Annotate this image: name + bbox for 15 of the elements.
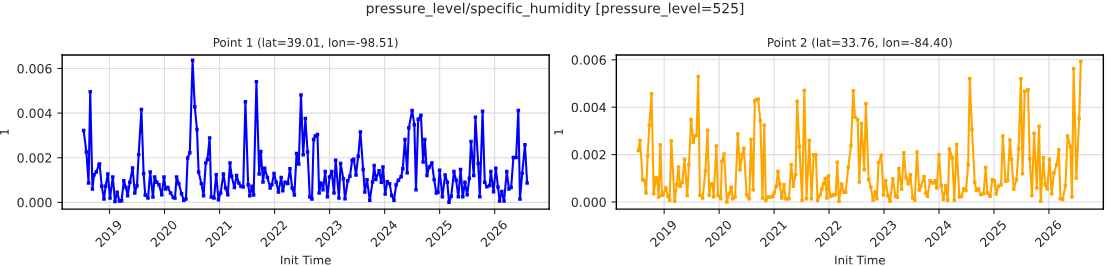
chart-title: Point 2 (lat=33.76, lon=-84.40) bbox=[768, 37, 952, 49]
x-axis-title: Init Time bbox=[281, 255, 331, 265]
y-tick-label: 0.004 bbox=[17, 108, 52, 119]
y-axis-title: 1 bbox=[0, 129, 9, 135]
y-tick-label: 0.002 bbox=[17, 153, 52, 163]
y-tick-label: 0.004 bbox=[571, 102, 606, 113]
y-tick-label: 0.000 bbox=[571, 197, 606, 207]
y-tick-label: 0.000 bbox=[17, 197, 52, 208]
y-tick-label: 0.002 bbox=[571, 150, 606, 160]
y-tick-label: 0.006 bbox=[17, 63, 52, 74]
chart-title: Point 1 (lat=39.01, lon=-98.51) bbox=[213, 37, 398, 49]
text: pressure_level/specific_humidity [pressure_level=525] bbox=[366, 2, 744, 17]
y-axis-title: 1 bbox=[554, 129, 563, 135]
x-axis-title: Init Time bbox=[835, 255, 885, 265]
y-tick-label: 0.006 bbox=[571, 55, 606, 65]
